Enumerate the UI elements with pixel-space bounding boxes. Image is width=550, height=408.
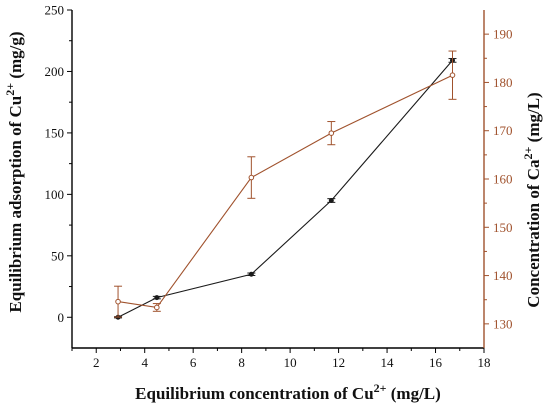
data-point: [154, 304, 160, 311]
x-axis-title-sup: 2+: [374, 381, 387, 395]
x-tick-label: 2: [93, 355, 100, 370]
x-tick-label: 12: [332, 355, 345, 370]
left-y-tick-label: 100: [45, 187, 65, 202]
left-y-tick-label: 150: [45, 125, 65, 140]
left-y-axis-ticks: 0 50 100 150 200 250: [45, 3, 72, 325]
right-y-axis-ticks: 130 140 150 160 170 180 190: [484, 27, 513, 331]
x-axis-title-text: Equilibrium concentration of Cu: [135, 384, 374, 403]
x-tick-label: 10: [284, 355, 297, 370]
x-tick-label: 18: [478, 355, 491, 370]
plot-frame: [71, 10, 485, 349]
x-tick-label: 8: [238, 355, 245, 370]
series-group: [114, 50, 457, 320]
x-tick-label: 14: [381, 355, 395, 370]
x-tick-label: 4: [141, 355, 148, 370]
series-left: [114, 57, 457, 320]
series-right: [114, 50, 457, 318]
data-point: [248, 174, 255, 181]
left-y-tick-label: 50: [51, 248, 64, 263]
series-line: [117, 74, 453, 308]
right-y-tick-label: 140: [493, 268, 513, 283]
left-y-axis-title-unit: (mg/g): [6, 31, 25, 82]
left-y-tick-label: 0: [58, 310, 65, 325]
data-point: [115, 298, 121, 305]
right-y-tick-label: 170: [493, 123, 513, 138]
x-axis-ticks: 2 4 6 8 10 12 14 16 18: [71, 348, 491, 370]
left-y-axis-title-text: Equilibrium adsorption of Cu: [6, 96, 25, 313]
data-point: [154, 295, 160, 301]
x-axis-title: Equilibrium concentration of Cu2+ (mg/L): [135, 381, 441, 403]
left-y-axis-title: Equilibrium adsorption of Cu2+ (mg/g): [3, 31, 25, 312]
right-y-axis-title: Concentration of Ca2+ (mg/L): [521, 92, 543, 307]
left-y-tick-label: 200: [45, 64, 65, 79]
x-axis-title-unit: (mg/L): [387, 384, 441, 403]
data-point: [449, 72, 456, 78]
data-point: [328, 130, 335, 136]
x-tick-label: 6: [190, 355, 197, 370]
right-y-tick-label: 180: [493, 75, 513, 90]
right-y-axis-title-unit: (mg/L): [524, 92, 543, 146]
x-tick-label: 16: [429, 355, 443, 370]
data-point: [248, 271, 254, 277]
left-y-tick-label: 250: [45, 3, 65, 18]
right-y-tick-label: 160: [493, 172, 513, 187]
left-y-axis-title-sup: 2+: [3, 83, 17, 96]
right-y-axis-title-sup: 2+: [521, 146, 535, 159]
data-point: [328, 198, 334, 204]
right-y-tick-label: 130: [493, 316, 513, 331]
right-y-tick-label: 190: [493, 27, 513, 42]
right-y-tick-label: 150: [493, 220, 513, 235]
right-y-axis-title-text: Concentration of Ca: [524, 159, 543, 308]
